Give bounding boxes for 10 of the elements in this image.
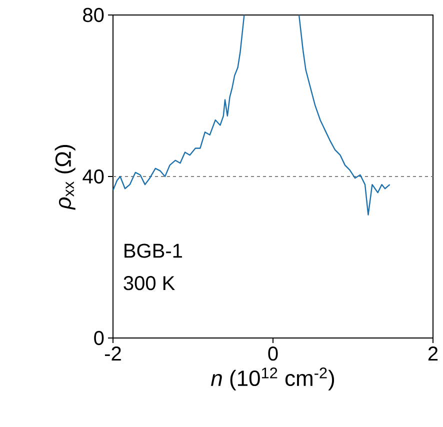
x-tick-label: 0 bbox=[268, 346, 278, 361]
x-axis-title: n (10$^{12}$ cm$^{-2}$) bbox=[210, 368, 334, 390]
y-tick-label: 80 bbox=[83, 8, 104, 22]
y-tick-label: 0 bbox=[94, 330, 104, 346]
x-tick-label: 2 bbox=[428, 346, 438, 360]
y-axis-title: ρ$_{xx}$ (Ω) bbox=[54, 145, 76, 210]
annotation: BGB-1 bbox=[124, 244, 182, 258]
annotation: 300 K bbox=[124, 276, 175, 290]
y-tick-label: 40 bbox=[82, 169, 104, 184]
x-tick-label: -2 bbox=[105, 346, 121, 360]
